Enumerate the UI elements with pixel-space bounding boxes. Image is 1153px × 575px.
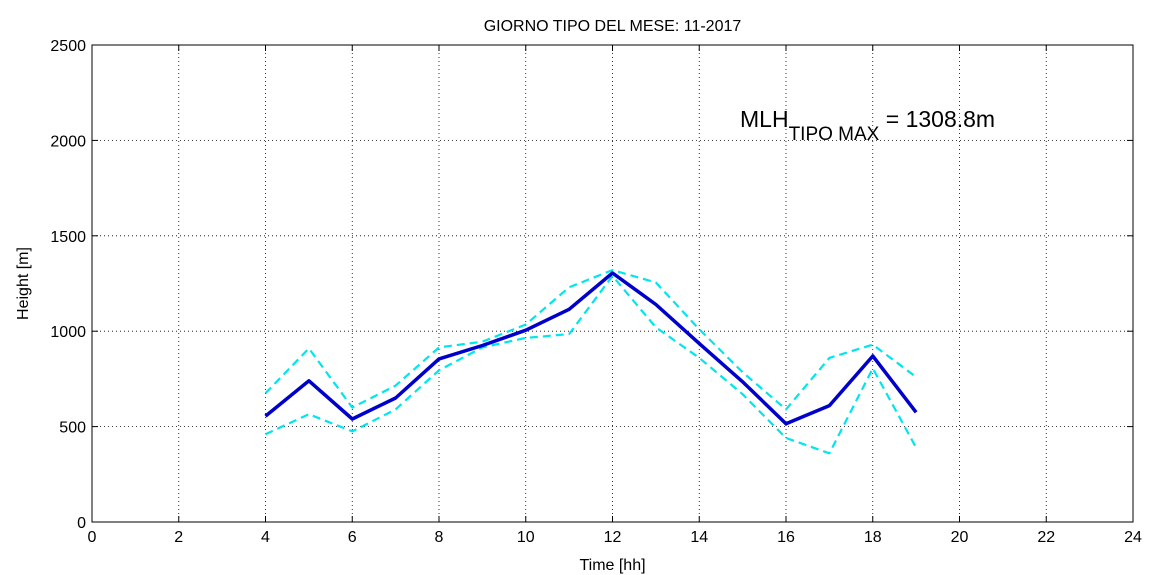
x-tick-label: 4 bbox=[261, 529, 270, 546]
chart-title: GIORNO TIPO DEL MESE: 11-2017 bbox=[484, 18, 742, 35]
axis-ticks: 0 2 4 6 8 10 12 14 16 18 20 22 240500100015002000250… bbox=[50, 38, 1142, 546]
x-tick-label: 8 bbox=[435, 529, 444, 546]
x-tick-label: 6 bbox=[348, 529, 357, 546]
x-tick-label: 10 bbox=[517, 529, 535, 546]
x-tick-label: 22 bbox=[1037, 529, 1055, 546]
mlh-annotation: MLHTIPO MAX = 1308.8m bbox=[740, 106, 995, 145]
y-tick-label: 2000 bbox=[50, 133, 86, 150]
x-tick-label: 2 bbox=[174, 529, 183, 546]
annotation-value: = 1308.8m bbox=[879, 106, 995, 132]
y-tick-label: 1000 bbox=[50, 324, 86, 341]
grid-lines bbox=[92, 45, 1133, 522]
y-tick-label: 2500 bbox=[50, 38, 86, 55]
annotation-main: MLH bbox=[740, 106, 789, 132]
y-tick-label: 1500 bbox=[50, 229, 86, 246]
series-line-band-2 bbox=[265, 274, 918, 455]
x-tick-label: 24 bbox=[1124, 529, 1142, 546]
series-line-main bbox=[264, 271, 918, 426]
x-tick-label: 18 bbox=[864, 529, 882, 546]
y-tick-label: 0 bbox=[77, 515, 86, 532]
series-line-band-1 bbox=[264, 269, 917, 411]
annotation-subscript: TIPO MAX bbox=[789, 124, 880, 145]
y-axis-label: Height [m] bbox=[15, 247, 32, 320]
x-axis-label: Time [hh] bbox=[579, 557, 645, 574]
x-tick-label: 12 bbox=[604, 529, 622, 546]
x-tick-label: 14 bbox=[690, 529, 708, 546]
series-group bbox=[264, 269, 918, 455]
x-tick-label: 20 bbox=[951, 529, 969, 546]
y-tick-label: 500 bbox=[59, 420, 86, 437]
x-tick-label: 16 bbox=[777, 529, 795, 546]
x-tick-label: 0 bbox=[88, 529, 97, 546]
